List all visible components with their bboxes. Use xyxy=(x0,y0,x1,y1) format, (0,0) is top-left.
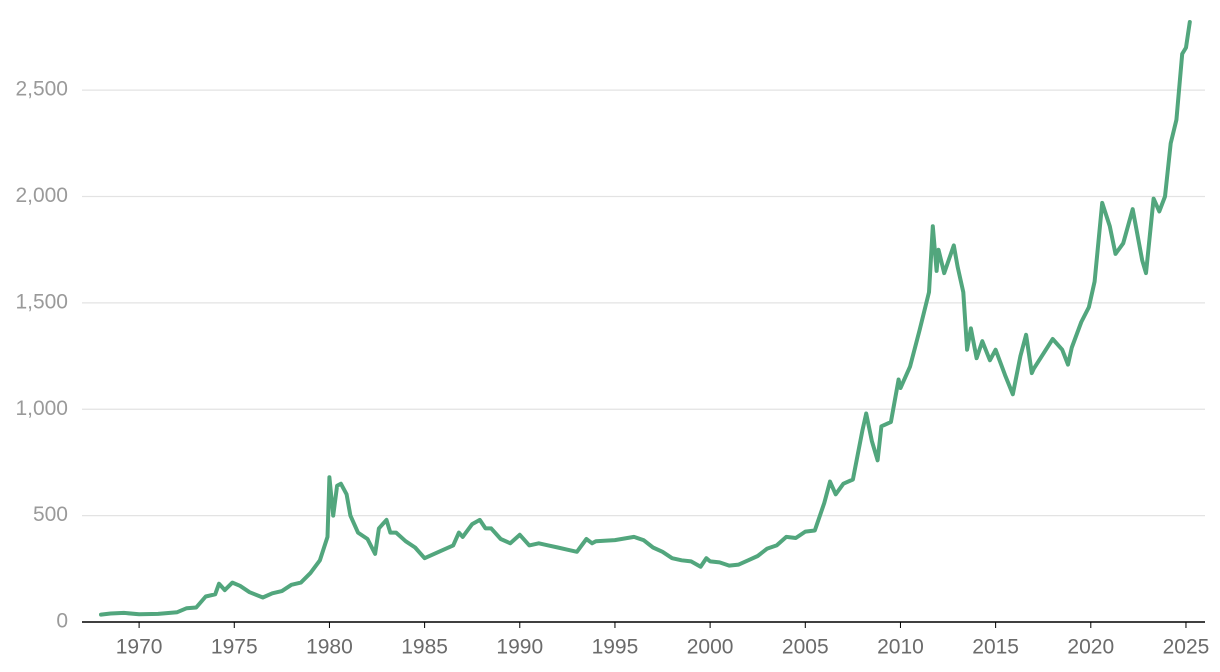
x-tick-label: 2020 xyxy=(1067,636,1114,659)
x-tick-label: 2010 xyxy=(877,636,924,659)
x-tick-label: 1985 xyxy=(401,636,448,659)
y-tick-label: 1,500 xyxy=(15,290,68,313)
x-tick-label: 2025 xyxy=(1163,636,1210,659)
x-tick-label: 2005 xyxy=(782,636,829,659)
x-tick-label: 2015 xyxy=(972,636,1019,659)
price-line xyxy=(99,20,1192,617)
y-tick-label: 0 xyxy=(56,610,68,633)
y-tick-label: 1,000 xyxy=(15,397,68,420)
x-tick-label: 1980 xyxy=(306,636,353,659)
y-tick-label: 500 xyxy=(33,503,68,526)
x-tick-label: 2000 xyxy=(687,636,734,659)
x-tick-label: 1975 xyxy=(211,636,258,659)
x-tick-label: 1995 xyxy=(592,636,639,659)
y-tick-label: 2,000 xyxy=(15,184,68,207)
x-tick-label: 1990 xyxy=(496,636,543,659)
y-tick-label: 2,500 xyxy=(15,78,68,101)
x-tick-label: 1970 xyxy=(116,636,163,659)
